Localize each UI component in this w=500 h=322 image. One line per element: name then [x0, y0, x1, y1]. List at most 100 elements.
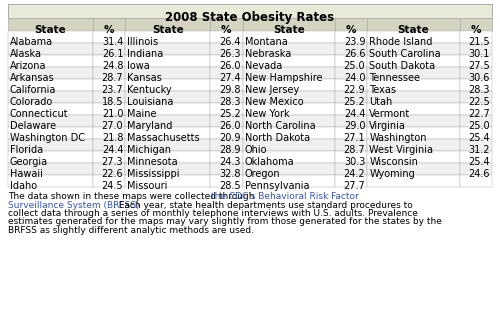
Bar — [335, 43, 368, 55]
Bar — [93, 91, 126, 103]
Text: 26.3: 26.3 — [219, 49, 240, 59]
Text: The data shown in these maps were collected through: The data shown in these maps were collec… — [8, 192, 258, 201]
Bar — [126, 175, 210, 187]
Bar — [210, 67, 242, 79]
Bar — [8, 115, 93, 127]
Text: 31.4: 31.4 — [102, 37, 124, 47]
Text: Wyoming: Wyoming — [370, 169, 415, 179]
Bar — [335, 79, 368, 91]
Text: 25.2: 25.2 — [219, 109, 240, 119]
Bar — [460, 151, 492, 163]
Bar — [368, 127, 460, 139]
Text: 24.5: 24.5 — [102, 181, 124, 191]
Text: Nevada: Nevada — [244, 61, 282, 71]
Bar — [242, 67, 335, 79]
Bar — [126, 127, 210, 139]
Text: 31.2: 31.2 — [468, 145, 490, 155]
Text: South Carolina: South Carolina — [370, 49, 441, 59]
Text: 25.2: 25.2 — [344, 97, 365, 107]
Bar — [335, 139, 368, 151]
Text: West Virginia: West Virginia — [370, 145, 434, 155]
Bar — [126, 43, 210, 55]
Bar — [8, 127, 93, 139]
Text: 24.0: 24.0 — [344, 73, 366, 83]
Text: 24.3: 24.3 — [219, 157, 240, 167]
Bar — [210, 43, 242, 55]
Text: Washington DC: Washington DC — [10, 133, 85, 143]
Bar — [242, 115, 335, 127]
Text: BRFSS as slightly different analytic methods are used.: BRFSS as slightly different analytic met… — [8, 226, 254, 235]
Text: Surveillance System (BRFSS): Surveillance System (BRFSS) — [8, 201, 140, 210]
Bar — [368, 115, 460, 127]
Bar — [460, 31, 492, 43]
Text: 21.8: 21.8 — [102, 133, 124, 143]
Bar — [210, 127, 242, 139]
Bar — [93, 103, 126, 115]
Text: South Dakota: South Dakota — [370, 61, 436, 71]
Bar — [242, 55, 335, 67]
Bar — [368, 18, 460, 31]
Bar — [460, 115, 492, 127]
Text: Ohio: Ohio — [244, 145, 267, 155]
Bar — [460, 79, 492, 91]
Text: Rhode Island: Rhode Island — [370, 37, 432, 47]
Bar — [126, 18, 210, 31]
Text: 22.6: 22.6 — [102, 169, 124, 179]
Bar — [210, 115, 242, 127]
Bar — [93, 127, 126, 139]
Text: 21.5: 21.5 — [468, 37, 490, 47]
Bar — [242, 139, 335, 151]
Bar — [460, 175, 492, 187]
Text: Maine: Maine — [128, 109, 157, 119]
Bar — [126, 139, 210, 151]
Bar — [8, 4, 492, 18]
Bar — [460, 139, 492, 151]
Text: %: % — [346, 24, 356, 34]
Text: 22.9: 22.9 — [344, 85, 365, 95]
Bar — [460, 163, 492, 175]
Text: . Each year, state health departments use standard procedures to: . Each year, state health departments us… — [114, 201, 413, 210]
Text: Utah: Utah — [370, 97, 392, 107]
Text: 26.1: 26.1 — [102, 49, 124, 59]
Text: Alabama: Alabama — [10, 37, 53, 47]
Text: %: % — [104, 24, 115, 34]
Text: 26.0: 26.0 — [219, 61, 240, 71]
Bar — [460, 55, 492, 67]
Bar — [210, 55, 242, 67]
Bar — [210, 103, 242, 115]
Bar — [368, 103, 460, 115]
Bar — [460, 103, 492, 115]
Bar — [368, 67, 460, 79]
Text: Arizona: Arizona — [10, 61, 46, 71]
Text: collect data through a series of monthly telephone interviews with U.S. adults. : collect data through a series of monthly… — [8, 209, 418, 218]
Text: 20.9: 20.9 — [219, 133, 240, 143]
Text: 30.1: 30.1 — [468, 49, 490, 59]
Bar — [8, 151, 93, 163]
Text: Georgia: Georgia — [10, 157, 48, 167]
Bar — [335, 151, 368, 163]
Bar — [93, 151, 126, 163]
Text: Missouri: Missouri — [128, 181, 168, 191]
Text: Alaska: Alaska — [10, 49, 42, 59]
Bar — [242, 103, 335, 115]
Text: Indiana: Indiana — [128, 49, 164, 59]
Bar — [93, 79, 126, 91]
Bar — [242, 31, 335, 43]
Text: 24.6: 24.6 — [468, 169, 490, 179]
Text: 25.0: 25.0 — [468, 121, 490, 131]
Bar — [126, 91, 210, 103]
Bar — [242, 43, 335, 55]
Text: Massachusetts: Massachusetts — [128, 133, 200, 143]
Bar — [93, 163, 126, 175]
Text: Wisconsin: Wisconsin — [370, 157, 418, 167]
Bar — [8, 43, 93, 55]
Text: 28.7: 28.7 — [102, 73, 124, 83]
Text: Mississippi: Mississippi — [128, 169, 180, 179]
Text: Oregon: Oregon — [244, 169, 280, 179]
Bar — [242, 79, 335, 91]
Bar — [210, 31, 242, 43]
Text: 25.0: 25.0 — [344, 61, 365, 71]
Text: 26.0: 26.0 — [219, 121, 240, 131]
Bar — [335, 115, 368, 127]
Bar — [335, 31, 368, 43]
